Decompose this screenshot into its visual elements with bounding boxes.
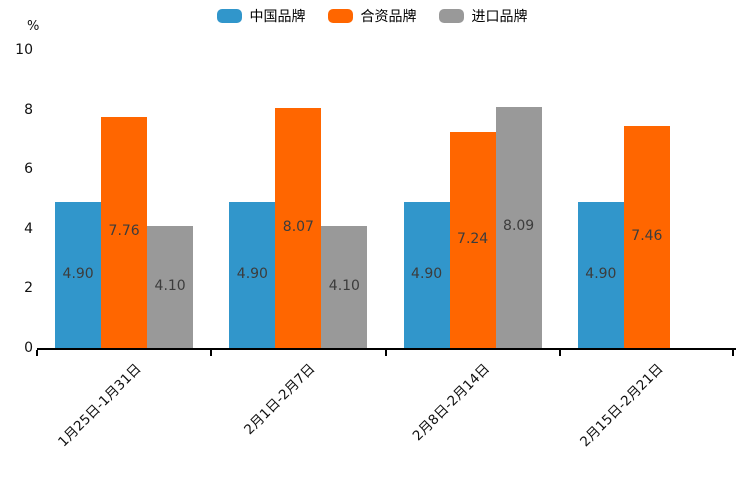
bar-value-label: 7.24: [457, 231, 489, 248]
bar-value-label: 4.10: [328, 277, 360, 294]
bar-value-label: 4.90: [236, 265, 268, 282]
x-tick-label: 2月15日-2月21日: [577, 360, 668, 451]
y-tick-label: 8: [24, 101, 33, 118]
x-tick-label: 1月25日-1月31日: [54, 360, 145, 451]
x-axis-tick: [732, 350, 734, 356]
legend-item-1[interactable]: 中国品牌: [216, 6, 306, 26]
bar-value-label: 4.90: [62, 265, 94, 282]
bar-series2-group2: 8.07: [275, 107, 322, 348]
bar-series1-group4: 4.90: [577, 201, 624, 348]
bar-value-label: 7.76: [108, 223, 140, 240]
legend-swatch-icon: [216, 9, 242, 23]
bar-series3-group3: 8.09: [495, 106, 542, 348]
y-tick-label: 0: [24, 340, 33, 356]
bar-series1-group2: 4.90: [229, 201, 276, 348]
bar-series2-group1: 7.76: [101, 116, 148, 348]
x-axis-tick: [210, 350, 213, 356]
legend-label: 进口品牌: [471, 9, 528, 25]
legend-swatch-icon: [327, 9, 353, 23]
x-axis-tick: [384, 350, 387, 356]
bar-value-label: 4.90: [585, 265, 617, 282]
x-axis-line: [37, 348, 736, 350]
bar-series3-group1: 4.10: [147, 225, 194, 348]
legend-swatch-icon: [438, 9, 464, 23]
x-axis-tick: [36, 350, 38, 356]
y-tick-label: 4: [24, 220, 33, 237]
legend: 中国品牌 合资品牌 进口品牌: [0, 6, 744, 26]
bar-series3-group2: 4.10: [321, 225, 368, 348]
bar-value-label: 4.90: [411, 265, 443, 282]
bar-series1-group1: 4.90: [55, 201, 102, 348]
x-tick-label: 2月8日-2月14日: [409, 360, 493, 445]
bar-value-label: 8.09: [503, 218, 535, 235]
bar-series2-group4: 7.46: [623, 125, 670, 348]
bar-value-label: 4.10: [154, 277, 186, 294]
bar-value-label: 8.07: [282, 218, 314, 235]
plot-area: 0 2 4 6 8 10 4.90 7.76 4.10 1月25日-1月31日 4.90 8.07 4.…: [15, 42, 736, 450]
bar-series1-group3: 4.90: [403, 201, 450, 348]
legend-item-3[interactable]: 进口品牌: [438, 6, 528, 26]
x-axis-tick: [558, 350, 561, 356]
y-tick-label: 6: [24, 161, 33, 178]
legend-label: 中国品牌: [249, 9, 306, 25]
legend-item-2[interactable]: 合资品牌: [327, 6, 417, 26]
y-tick-label: 2: [24, 280, 33, 297]
y-tick-label: 10: [15, 42, 33, 58]
bar-value-label: 7.46: [631, 227, 663, 244]
x-tick-label: 2月1日-2月7日: [241, 360, 319, 439]
legend-label: 合资品牌: [360, 9, 417, 25]
bar-series2-group3: 7.24: [449, 132, 496, 348]
y-axis-unit-label: %: [27, 19, 40, 34]
